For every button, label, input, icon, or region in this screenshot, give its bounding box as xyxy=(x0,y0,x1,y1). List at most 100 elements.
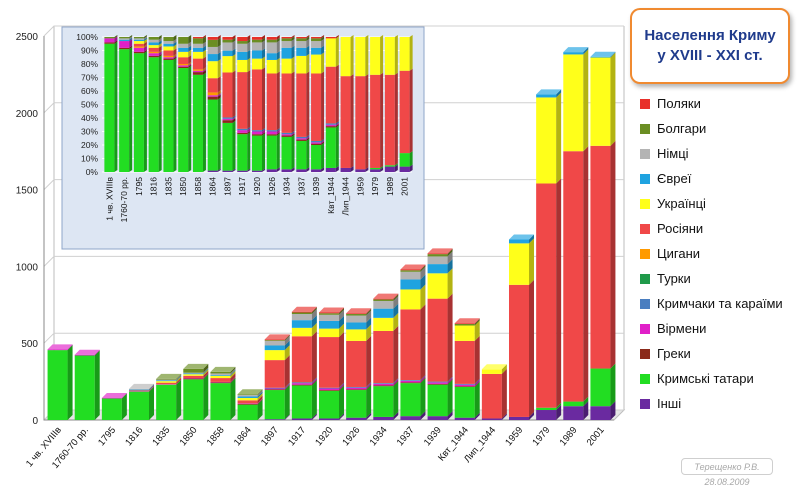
bar-segment-germans xyxy=(210,373,231,375)
inset-x-tick-label: 1850 xyxy=(178,177,188,196)
inset-bar-side-crimean_tatars xyxy=(129,47,133,172)
legend-swatch xyxy=(640,198,650,209)
bar-segment-poles xyxy=(427,253,448,255)
bar-side-others xyxy=(610,401,616,420)
legend-swatch xyxy=(640,173,650,184)
bar-side-crimean_tatars xyxy=(230,378,236,420)
bar-stack xyxy=(210,366,236,420)
inset-bar-segment-jews xyxy=(133,39,144,42)
inset-bar-segment-krymchaks_karaites xyxy=(266,130,277,132)
bar-segment-ukrainians xyxy=(454,325,475,341)
inset-bar-side-roma xyxy=(143,44,147,48)
bar-segment-ukrainians xyxy=(563,54,584,152)
inset-bar-side-crimean_tatars xyxy=(380,165,384,170)
bar-segment-others xyxy=(509,416,529,420)
bar-side-greeks xyxy=(420,377,426,384)
inset-bar-side-bulgarians xyxy=(143,35,147,39)
bar-side-others xyxy=(393,411,399,420)
bar-side-jews xyxy=(366,317,372,330)
bar-side-jews xyxy=(556,89,562,98)
inset-bar-segment-bulgarians xyxy=(178,37,189,44)
inset-bar-segment-ukrainians xyxy=(222,56,233,73)
inset-bar-side-jews xyxy=(291,45,295,59)
bar-segment-bulgarians xyxy=(264,340,285,341)
inset-bar-side-bulgarians xyxy=(114,35,118,39)
inset-bar-side-jews xyxy=(306,45,310,56)
inset-bar-segment-ukrainians xyxy=(192,51,203,59)
bar-stack xyxy=(47,344,73,420)
inset-bar-side-crimean_tatars xyxy=(173,57,177,173)
inset-bar-side-jews xyxy=(129,37,133,42)
legend-label: Вірмени xyxy=(657,321,707,336)
bar-stack xyxy=(237,389,263,420)
inset-bar-side-bulgarians xyxy=(217,37,221,47)
inset-x-tick-label: 1917 xyxy=(237,177,247,196)
y-tick-label: 0 xyxy=(32,416,38,427)
y-tick-label: 2500 xyxy=(16,32,39,43)
bar-top xyxy=(346,308,372,314)
inset-bar-segment-jews xyxy=(207,54,218,62)
inset-bar-side-crimean_tatars xyxy=(291,134,295,170)
inset-bar-side-others xyxy=(394,164,398,172)
inset-bar-side-armenians xyxy=(247,128,251,133)
inset-bar-side-others xyxy=(409,164,413,172)
inset-bar-side-ukrainians xyxy=(306,53,310,74)
inset-bar-segment-poles xyxy=(222,37,233,40)
bar-segment-poles xyxy=(291,311,312,313)
bar-segment-jews xyxy=(590,56,611,58)
inset-bar-side-jews xyxy=(232,48,236,57)
inset-bar-segment-germans xyxy=(148,39,159,43)
bar-segment-armenians xyxy=(373,383,394,386)
bar-top xyxy=(237,389,263,395)
bar-segment-russians xyxy=(536,183,557,408)
legend-item-krymchaks_karaites: Кримчаки та караїми xyxy=(640,291,798,316)
bar-side-russians xyxy=(311,331,317,383)
inset-bar-segment-germans xyxy=(311,41,322,48)
legend-item-jews: Євреї xyxy=(640,166,798,191)
inset-bar-side-armenians xyxy=(306,136,310,140)
inset-bar-side-crimean_tatars xyxy=(262,133,265,171)
inset-bar-segment-krymchaks_karaites xyxy=(237,128,248,131)
inset-bar-segment-ukrainians xyxy=(178,51,189,58)
bar-side-germans xyxy=(284,335,290,346)
bar-side-germans xyxy=(339,309,344,321)
inset-bar-segment-germans xyxy=(252,42,262,51)
inset-bar-stack xyxy=(119,35,133,172)
inset-bar-side-jews xyxy=(158,40,162,46)
bar-side-jews xyxy=(447,259,453,274)
bar-segment-crimean_tatars xyxy=(129,391,149,420)
inset-bar-side-others xyxy=(335,165,339,172)
bar-side-bulgarians xyxy=(176,373,182,380)
inset-bar-side-crimean_tatars xyxy=(276,133,280,170)
legend-swatch xyxy=(640,373,650,384)
bar-side-greeks xyxy=(393,380,399,387)
y-tick-label: 2000 xyxy=(16,109,39,120)
bar-segment-jews xyxy=(346,322,367,330)
bar-top xyxy=(129,383,154,389)
inset-bar-segment-others xyxy=(237,170,248,172)
inset-bar-side-jews xyxy=(247,49,251,60)
inset-bar-side-others xyxy=(350,165,354,172)
inset-bar-side-crimean_tatars xyxy=(409,151,413,167)
inset-x-tick-label: 1795 xyxy=(134,177,144,196)
inset-bar-side-armenians xyxy=(188,63,192,67)
bar-side-poles xyxy=(284,334,290,341)
inset-bar-stack xyxy=(133,35,147,173)
bar-side-poles xyxy=(366,308,372,315)
inset-bar-segment-jews xyxy=(148,42,159,46)
inset-bar-side-krymchaks_karaites xyxy=(321,138,325,143)
author-label: Терещенко Р.В. xyxy=(681,458,773,475)
bar-stack xyxy=(536,89,562,420)
inset-bar-stack xyxy=(148,35,162,172)
inset-bar-segment-russians xyxy=(237,72,248,129)
inset-bar-side-russians xyxy=(232,70,236,118)
inset-bar-side-bulgarians xyxy=(158,35,162,40)
bar-stack xyxy=(427,248,453,420)
inset-y-axis: 0% 10% 20% 30% 40% 50% 60% 70% 80% 90% 100% xyxy=(76,32,98,177)
bar-segment-ukrainians xyxy=(264,350,285,361)
bar-segment-crimean_tatars xyxy=(291,385,312,419)
bar-segment-armenians xyxy=(47,349,68,351)
bar-side-crimean_tatars xyxy=(556,402,562,411)
inset-bar-segment-germans xyxy=(266,42,277,54)
inset-bar-side-roma xyxy=(217,90,221,96)
